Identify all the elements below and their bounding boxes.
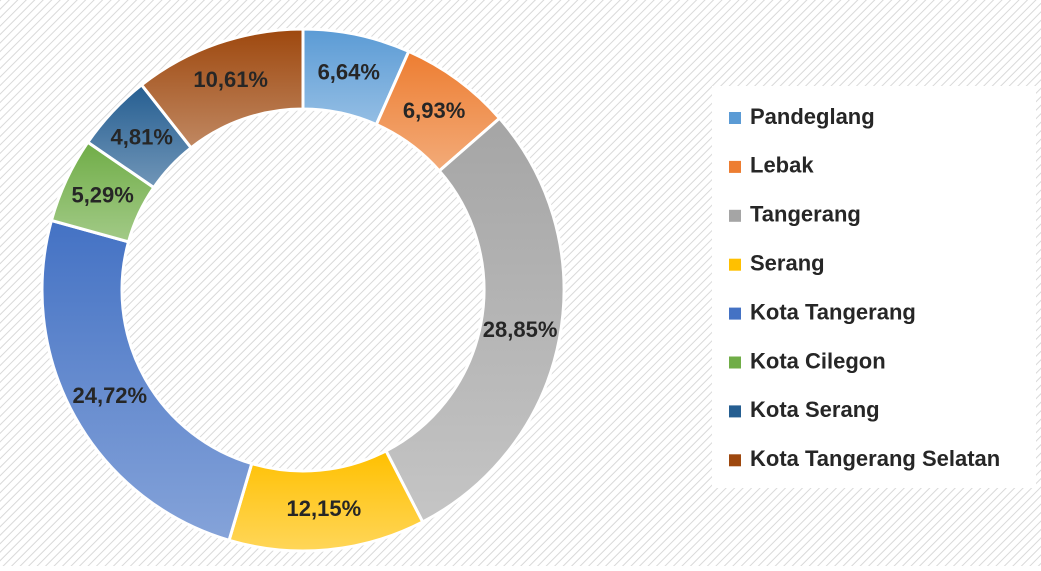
legend-marker bbox=[729, 258, 741, 271]
legend-marker bbox=[729, 209, 741, 222]
donut-segment bbox=[139, 27, 305, 150]
legend-label: Kota Tangerang bbox=[750, 299, 916, 324]
data-label: 6,93% bbox=[403, 98, 465, 123]
data-label: 10,61% bbox=[193, 67, 268, 92]
legend-label: Kota Serang bbox=[750, 397, 880, 422]
legend-marker bbox=[729, 405, 741, 418]
data-label: 6,64% bbox=[318, 60, 380, 85]
legend-marker bbox=[729, 112, 741, 124]
data-label: 4,81% bbox=[111, 125, 173, 150]
donut-segment bbox=[383, 116, 566, 524]
legend-label: Kota Cilegon bbox=[750, 348, 886, 373]
legend-label: Serang bbox=[750, 251, 825, 276]
data-label: 5,29% bbox=[71, 183, 133, 208]
data-label: 12,15% bbox=[287, 496, 362, 521]
data-label: 28,85% bbox=[483, 317, 558, 342]
legend-box bbox=[712, 86, 1036, 488]
legend-marker bbox=[729, 160, 741, 173]
legend-marker bbox=[729, 454, 741, 467]
legend-label: Pandeglang bbox=[750, 104, 875, 129]
legend-marker bbox=[729, 307, 741, 320]
legend-marker bbox=[729, 356, 741, 369]
data-label: 24,72% bbox=[72, 383, 147, 408]
donut-segment bbox=[40, 218, 254, 543]
legend-label: Tangerang bbox=[750, 202, 861, 227]
legend-label: Lebak bbox=[750, 153, 814, 178]
legend-label: Kota Tangerang Selatan bbox=[750, 446, 1000, 471]
